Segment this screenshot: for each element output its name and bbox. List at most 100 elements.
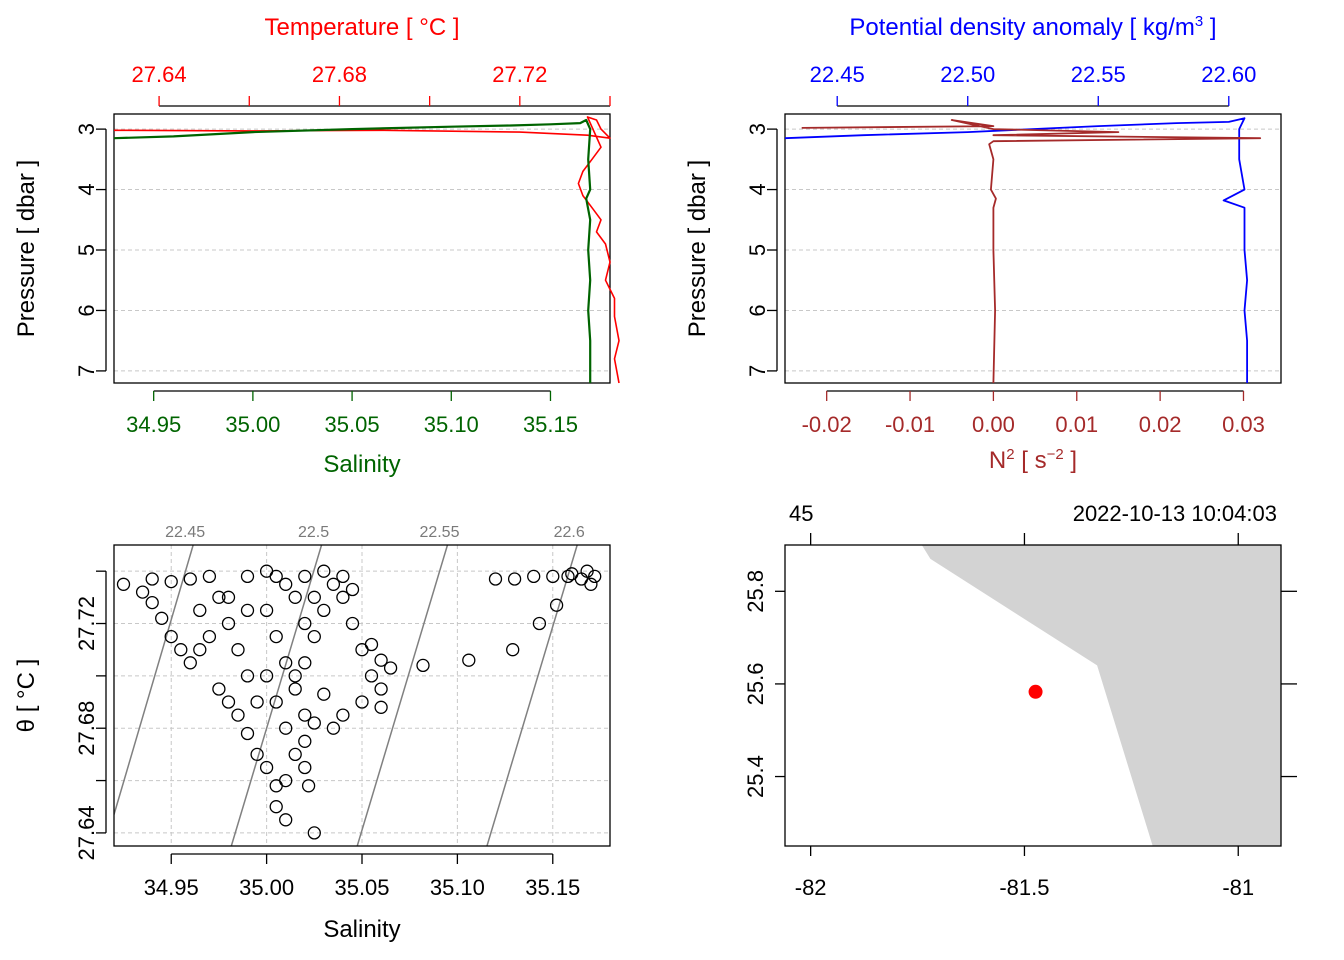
ts-point <box>307 629 321 644</box>
top-tick-label: 22.45 <box>810 62 865 87</box>
axis-title-part: 2 <box>1006 446 1014 463</box>
panel-map: -82 -81.5 -81 25.4 25.6 25.8 45 2022-10-13 10:0… <box>743 501 1297 900</box>
ts-point <box>317 603 331 618</box>
plot-frame <box>784 113 1282 384</box>
left-tick-label: 25.4 <box>743 755 768 798</box>
y-axis-title: Pressure [ dbar ] <box>684 160 711 337</box>
isopycnal-label: 22.5 <box>298 524 329 541</box>
ts-point <box>532 616 547 631</box>
ts-point <box>250 695 264 709</box>
ts-point <box>374 682 388 696</box>
ts-point <box>259 760 274 775</box>
bottom-tick-label: 0.01 <box>1055 412 1098 437</box>
left-tick-label: 3 <box>74 123 99 135</box>
ts-point <box>506 643 520 657</box>
ts-point <box>336 590 350 604</box>
axis-title-part: ] <box>1064 447 1077 474</box>
bottom-tick-label: -0.02 <box>802 412 852 437</box>
ts-point <box>183 656 197 670</box>
axis-title-part: Temperature [ °C ] <box>265 14 460 41</box>
bottom-axis-title: Salinity <box>323 451 400 478</box>
left-tick-label: 25.6 <box>743 663 768 706</box>
left-tick-label: 4 <box>74 183 99 195</box>
bottom-tick-label: 0.03 <box>1222 412 1265 437</box>
ts-point <box>298 760 312 775</box>
ts-point <box>221 616 236 631</box>
ts-point <box>355 695 369 709</box>
ts-point <box>345 616 360 631</box>
ts-point <box>269 800 283 814</box>
ts-point <box>462 653 476 667</box>
ts-point <box>561 569 575 584</box>
top-tick-label: 22.50 <box>940 62 995 87</box>
ts-point <box>240 669 255 683</box>
ts-point <box>374 653 388 667</box>
left-tick-label: 6 <box>745 304 770 316</box>
top-axis-title: Potential density anomaly [ kg/m3 ] <box>849 13 1216 41</box>
bottom-tick-label: 35.00 <box>225 412 280 437</box>
ts-point <box>240 726 255 741</box>
top-tick-label: 22.60 <box>1201 62 1256 87</box>
ts-point <box>231 643 245 657</box>
ts-point <box>298 569 312 584</box>
bottom-tick-label: -82 <box>795 875 827 900</box>
ts-point <box>279 773 293 788</box>
station-marker <box>1028 684 1043 699</box>
ts-plot-area <box>114 545 602 846</box>
ts-point <box>336 708 350 722</box>
ts-point <box>488 572 503 586</box>
series-temperature <box>113 116 620 384</box>
top-tick-label: 27.64 <box>132 62 187 87</box>
ts-point <box>259 669 274 683</box>
ts-point <box>546 569 560 584</box>
isopycnal-line <box>114 545 194 815</box>
ts-point <box>212 590 226 604</box>
ts-point <box>298 656 312 670</box>
ts-point <box>507 572 522 586</box>
ts-point <box>193 603 207 618</box>
axis-title-part: Potential density anomaly [ kg/m <box>849 14 1195 41</box>
left-tick-label: 5 <box>74 244 99 256</box>
ts-point <box>301 779 316 793</box>
panel-ts-diagram: 22.45 22.5 22.55 22.6 34.95 35.00 35.05 35.10 35… <box>13 524 611 943</box>
ts-point <box>383 661 398 675</box>
bottom-tick-label: 35.15 <box>523 412 578 437</box>
ts-point <box>527 569 541 584</box>
left-tick-label: 27.64 <box>74 805 99 860</box>
left-tick-label: 25.8 <box>743 570 768 613</box>
ts-point <box>549 598 564 612</box>
isopycnal-label: 22.55 <box>419 524 459 541</box>
ts-point <box>164 629 178 644</box>
axis-title-part: −2 <box>1047 446 1064 463</box>
ts-point <box>317 564 331 578</box>
left-tick-label: 27.68 <box>74 701 99 756</box>
left-tick-label: 6 <box>74 304 99 316</box>
series-N2 <box>801 119 1262 384</box>
ts-point <box>307 826 321 840</box>
ts-point <box>240 569 255 584</box>
ts-point <box>269 569 283 584</box>
bottom-tick-label: -81 <box>1222 875 1254 900</box>
plot-frame <box>113 113 611 384</box>
ts-point <box>221 695 236 709</box>
top-tick-label: 22.55 <box>1071 62 1126 87</box>
ts-point <box>183 572 197 586</box>
top-axis-title: Temperature [ °C ] <box>265 14 460 41</box>
ts-point <box>145 572 159 586</box>
bottom-tick-label: 0.02 <box>1139 412 1182 437</box>
ts-point <box>193 643 207 657</box>
ts-point <box>279 721 293 735</box>
left-tick-label: 27.72 <box>74 596 99 651</box>
bottom-tick-label: -0.01 <box>885 412 935 437</box>
bottom-axis-title: N2 [ s−2 ] <box>989 446 1077 474</box>
ts-point <box>231 708 245 722</box>
ts-point <box>345 582 360 597</box>
bottom-tick-label: 35.10 <box>430 875 485 900</box>
ts-point <box>364 669 379 683</box>
top-tick-label: 27.72 <box>492 62 547 87</box>
ts-point <box>317 687 331 701</box>
ts-point <box>288 590 302 604</box>
left-tick-label: 4 <box>745 183 770 195</box>
map-top-right-label: 2022-10-13 10:04:03 <box>1073 501 1277 526</box>
bottom-tick-label: 35.10 <box>424 412 479 437</box>
